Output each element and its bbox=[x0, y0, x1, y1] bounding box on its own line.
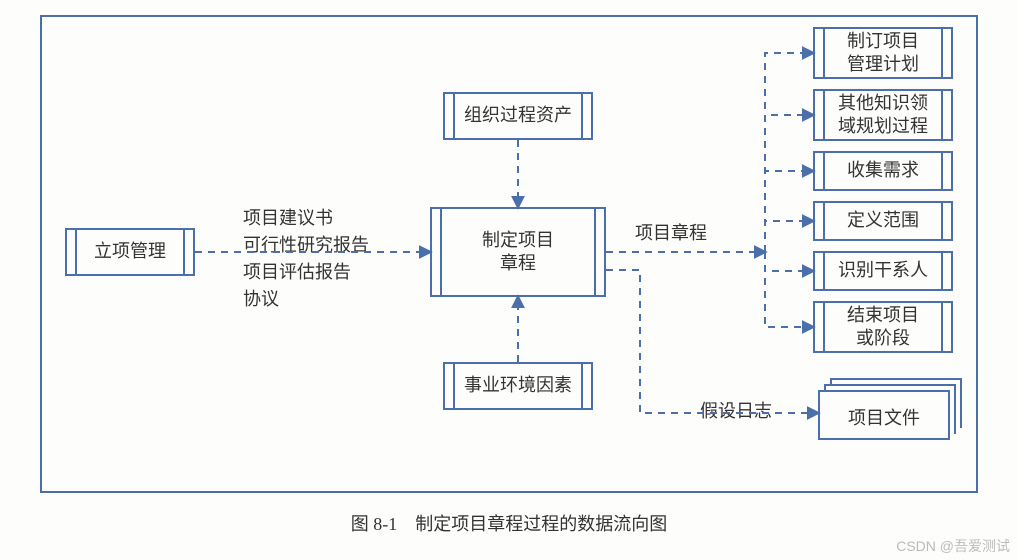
node-docstack: 项目文件 bbox=[818, 378, 966, 446]
label-zhangcheng: 项目章程 bbox=[635, 220, 707, 247]
node-out2-label: 其他知识领 域规划过程 bbox=[838, 92, 928, 139]
watermark-text: CSDN @吾爱测试 bbox=[896, 536, 1010, 556]
node-out1-label: 制订项目 管理计划 bbox=[847, 30, 919, 77]
node-shiye-label: 事业环境因素 bbox=[464, 374, 572, 397]
figure-caption: 图 8-1 制定项目章程过程的数据流向图 bbox=[0, 510, 1018, 536]
node-out5-label: 识别干系人 bbox=[838, 259, 928, 282]
node-out6-label: 结束项目 或阶段 bbox=[847, 304, 919, 351]
label-jianyi: 项目建议书 可行性研究报告 项目评估报告 协议 bbox=[243, 205, 369, 313]
node-lixiang: 立项管理 bbox=[65, 228, 195, 276]
node-out4: 定义范围 bbox=[813, 201, 953, 241]
node-out3-label: 收集需求 bbox=[847, 159, 919, 182]
node-out6: 结束项目 或阶段 bbox=[813, 301, 953, 353]
node-out4-label: 定义范围 bbox=[847, 209, 919, 232]
node-lixiang-label: 立项管理 bbox=[94, 240, 166, 263]
label-jiashe: 假设日志 bbox=[700, 398, 772, 425]
node-out5: 识别干系人 bbox=[813, 251, 953, 291]
node-shiye: 事业环境因素 bbox=[443, 362, 593, 410]
node-out3: 收集需求 bbox=[813, 151, 953, 191]
node-out2: 其他知识领 域规划过程 bbox=[813, 89, 953, 141]
node-center-label: 制定项目 章程 bbox=[482, 229, 554, 276]
node-docstack-label: 项目文件 bbox=[810, 404, 958, 430]
node-zuzhi: 组织过程资产 bbox=[443, 92, 593, 140]
node-zuzhi-label: 组织过程资产 bbox=[464, 104, 572, 127]
node-center: 制定项目 章程 bbox=[430, 207, 606, 297]
node-out1: 制订项目 管理计划 bbox=[813, 27, 953, 79]
